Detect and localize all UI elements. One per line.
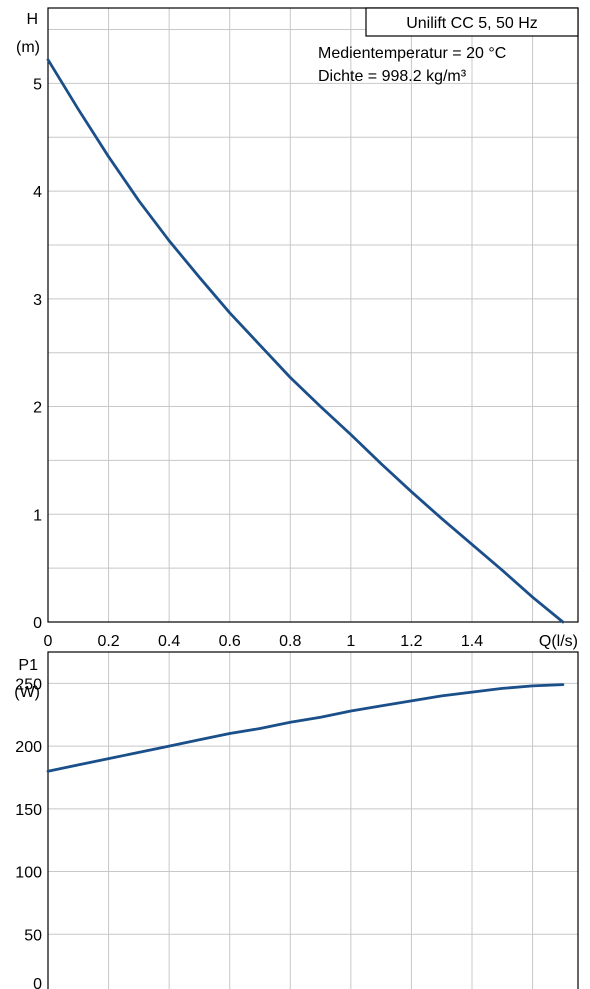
flow-x-tick-label: 1.4 bbox=[461, 633, 483, 650]
flow-x-tick-label: 1 bbox=[346, 633, 355, 650]
head-y-tick-label: 1 bbox=[33, 507, 42, 524]
power-curve bbox=[46, 683, 565, 773]
power-y-tick-label: 0 bbox=[33, 976, 42, 989]
head-y-tick-label: 2 bbox=[33, 400, 42, 417]
flow-x-tick-label: 0.8 bbox=[279, 633, 301, 650]
chart-title: Unilift CC 5, 50 Hz bbox=[406, 15, 538, 32]
flow-x-tick-label: 1.2 bbox=[400, 633, 422, 650]
flow-x-tick-label: 0.6 bbox=[219, 633, 241, 650]
power-y-tick-label: 250 bbox=[15, 676, 42, 693]
head-y-tick-label: 5 bbox=[33, 76, 42, 93]
head-y-tick-label: 0 bbox=[33, 615, 42, 632]
head-y-tick-label: 3 bbox=[33, 292, 42, 309]
power-axis-unit: (W) bbox=[14, 684, 40, 701]
head-axis-unit: (m) bbox=[16, 39, 40, 56]
power-y-tick-label: 200 bbox=[15, 739, 42, 756]
power-y-tick-label: 100 bbox=[15, 865, 42, 882]
flow-x-tick-label: 0.4 bbox=[158, 633, 180, 650]
head-chart-x-ticks: 0 0.2 0.4 0.6 0.8 1 1.2 1.4 bbox=[44, 633, 484, 650]
power-y-tick-label: 50 bbox=[24, 927, 42, 944]
head-curve bbox=[46, 58, 565, 624]
power-chart-y-ticks: 0 50 100 150 200 250 bbox=[15, 676, 42, 989]
head-axis-label: H bbox=[26, 11, 38, 28]
head-chart-y-ticks: 0 1 2 3 4 5 bbox=[33, 76, 42, 632]
head-chart-grid bbox=[48, 8, 578, 622]
power-chart-grid bbox=[48, 652, 578, 989]
media-temperature-note: Medientemperatur = 20 °C bbox=[318, 45, 506, 62]
power-y-tick-label: 150 bbox=[15, 802, 42, 819]
head-y-tick-label: 4 bbox=[33, 184, 42, 201]
power-chart-frame bbox=[47, 651, 579, 989]
power-axis-label: P1 bbox=[18, 657, 38, 674]
density-note: Dichte = 998.2 kg/m³ bbox=[318, 68, 467, 85]
flow-x-tick-label: 0.2 bbox=[97, 633, 119, 650]
flow-axis-label: Q(l/s) bbox=[539, 633, 578, 650]
chart-title-box bbox=[365, 7, 579, 37]
flow-x-tick-label: 0 bbox=[44, 633, 53, 650]
head-chart-frame bbox=[47, 7, 579, 623]
